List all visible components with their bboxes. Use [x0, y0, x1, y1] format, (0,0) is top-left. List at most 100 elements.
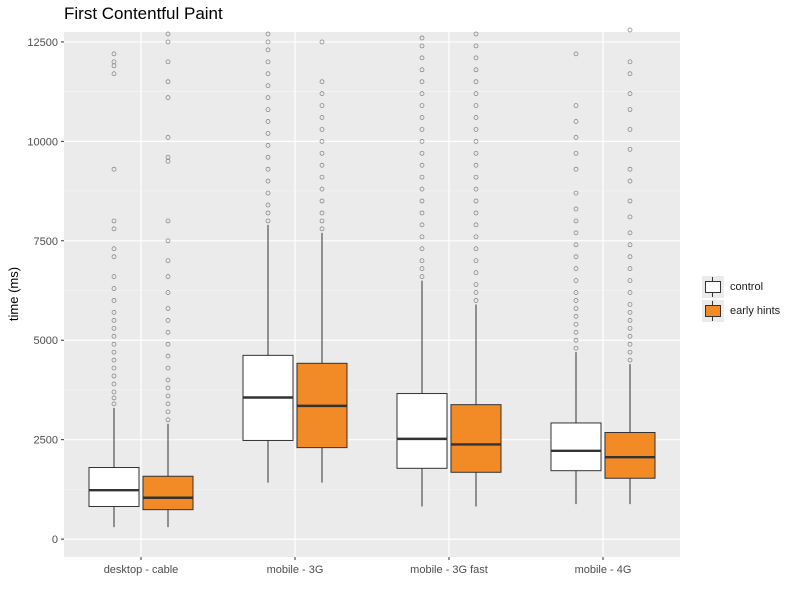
outlier-point — [319, 210, 325, 216]
outlier-point — [111, 298, 117, 303]
outlier-point — [111, 218, 117, 224]
outlier-point — [165, 95, 171, 100]
outlier-point — [627, 230, 633, 236]
outlier-point — [111, 401, 117, 407]
outlier-point — [573, 166, 579, 172]
y-tick-label: 2500 — [34, 435, 58, 447]
grid-major — [64, 32, 680, 557]
outlier-point — [265, 83, 271, 89]
y-axis-label: time (ms) — [6, 267, 21, 321]
outlier-point — [627, 107, 633, 112]
outlier-point — [111, 341, 117, 347]
legend-item-control: control — [702, 275, 780, 299]
outlier-point — [111, 357, 117, 363]
outlier-point — [573, 150, 579, 156]
outlier-point — [419, 91, 425, 96]
outlier-point — [165, 341, 171, 347]
outlier-point — [473, 103, 479, 108]
outlier-point — [473, 222, 479, 228]
outlier-point — [319, 218, 325, 224]
outlier-point — [627, 357, 633, 363]
outlier-point — [473, 91, 479, 96]
outlier-point — [319, 91, 325, 96]
outlier-point — [473, 174, 479, 180]
outlier-point — [111, 274, 117, 279]
outlier-point — [111, 365, 117, 371]
outlier-point — [165, 318, 171, 323]
series-control — [88, 31, 602, 528]
outlier-point — [265, 107, 271, 112]
outlier-point — [111, 325, 117, 331]
outlier-point — [165, 377, 171, 383]
legend-key-early-hints — [702, 300, 724, 322]
outlier-point — [165, 274, 171, 279]
series-layer — [88, 27, 656, 528]
outlier-point — [111, 389, 117, 395]
outlier-point — [319, 79, 325, 85]
outlier-point — [627, 166, 633, 172]
outlier-point — [111, 318, 117, 323]
outlier-point — [419, 79, 425, 85]
outlier-point — [419, 274, 425, 279]
outlier-point — [319, 127, 325, 132]
outlier-point — [473, 298, 479, 303]
y-tick-label: 5000 — [34, 335, 58, 347]
outlier-point — [111, 381, 117, 387]
outlier-point — [573, 321, 579, 327]
outlier-point — [419, 127, 425, 132]
outlier-point — [473, 139, 479, 144]
outlier-point — [111, 254, 117, 260]
outlier-point — [111, 246, 117, 252]
outlier-point — [265, 71, 271, 77]
outlier-point — [627, 59, 633, 65]
outlier-point — [473, 270, 479, 275]
outlier-point — [111, 373, 117, 379]
outlier-point — [419, 35, 425, 41]
box-rect — [550, 422, 602, 472]
outlier-point — [473, 55, 479, 61]
outlier-point — [111, 349, 117, 355]
outlier-point — [165, 417, 171, 423]
outlier-point — [627, 325, 633, 331]
outlier-point — [265, 210, 271, 216]
outlier-point — [419, 55, 425, 61]
outlier-point — [265, 166, 271, 172]
outlier-point — [473, 234, 479, 240]
outlier-point — [111, 310, 117, 315]
outlier-point — [265, 47, 271, 53]
outlier-point — [573, 345, 579, 351]
outlier-point — [419, 43, 425, 49]
outlier-point — [165, 385, 171, 391]
outlier-point — [573, 266, 579, 271]
outlier-point — [473, 210, 479, 216]
outlier-point — [627, 278, 633, 283]
outlier-point — [111, 333, 117, 339]
outlier-point — [265, 131, 271, 136]
outlier-point — [627, 318, 633, 323]
outlier-point — [627, 341, 633, 347]
outlier-point — [573, 254, 579, 260]
chart-title: First Contentful Paint — [64, 4, 223, 23]
outlier-point — [473, 186, 479, 192]
outlier-point — [111, 286, 117, 291]
outlier-point — [573, 135, 579, 140]
outlier-point — [319, 150, 325, 156]
outlier-point — [473, 162, 479, 168]
outlier-point — [627, 127, 633, 132]
y-tick-label: 0 — [52, 534, 58, 546]
outlier-point — [573, 306, 579, 311]
outlier-point — [319, 174, 325, 180]
y-tick-label: 12500 — [27, 37, 58, 49]
outlier-point — [473, 290, 479, 295]
outlier-point — [265, 143, 271, 148]
outlier-point — [627, 71, 633, 77]
outlier-point — [319, 103, 325, 108]
outlier-point — [627, 254, 633, 260]
outlier-point — [419, 258, 425, 264]
box-rect — [142, 475, 194, 511]
x-tick-label: mobile - 3G fast — [410, 564, 488, 576]
outlier-point — [627, 310, 633, 315]
outlier-point — [265, 202, 271, 208]
outlier-point — [419, 139, 425, 144]
box-rect — [88, 467, 140, 507]
